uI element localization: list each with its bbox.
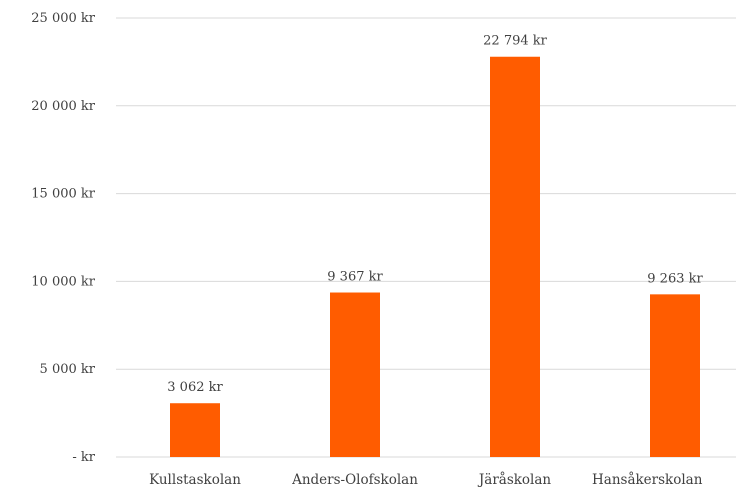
y-tick-label-4: 20 000 kr [31, 99, 95, 114]
y-axis-ticks: - kr 5 000 kr 10 000 kr 15 000 kr 20 000 kr 2… [31, 11, 95, 465]
y-tick-label-5: 25 000 kr [31, 11, 95, 26]
bar-1 [330, 292, 380, 457]
bar-3 [650, 294, 700, 457]
y-tick-label-0: - kr [72, 450, 95, 465]
bars [170, 56, 700, 457]
y-tick-label-3: 15 000 kr [31, 187, 95, 202]
data-label-3: 9 263 kr [647, 271, 703, 286]
y-tick-label-2: 10 000 kr [31, 274, 95, 289]
data-label-2: 22 794 kr [483, 34, 547, 49]
y-tick-label-1: 5 000 kr [40, 362, 96, 377]
bar-0 [170, 403, 220, 457]
category-label-0: Kullstaskolan [149, 472, 241, 487]
data-label-0: 3 062 kr [167, 380, 223, 395]
category-label-1: Anders-Olofskolan [291, 472, 418, 487]
data-labels: 3 062 kr 9 367 kr 22 794 kr 9 263 kr [167, 34, 703, 395]
category-label-3: Hansåkerskolan [592, 472, 703, 487]
data-label-1: 9 367 kr [327, 270, 383, 285]
bar-2 [490, 56, 540, 457]
category-label-2: Järåskolan [477, 472, 552, 487]
gridlines [116, 17, 736, 458]
x-axis-categories: Kullstaskolan Anders-Olofskolan Järåskolan… [149, 472, 703, 487]
